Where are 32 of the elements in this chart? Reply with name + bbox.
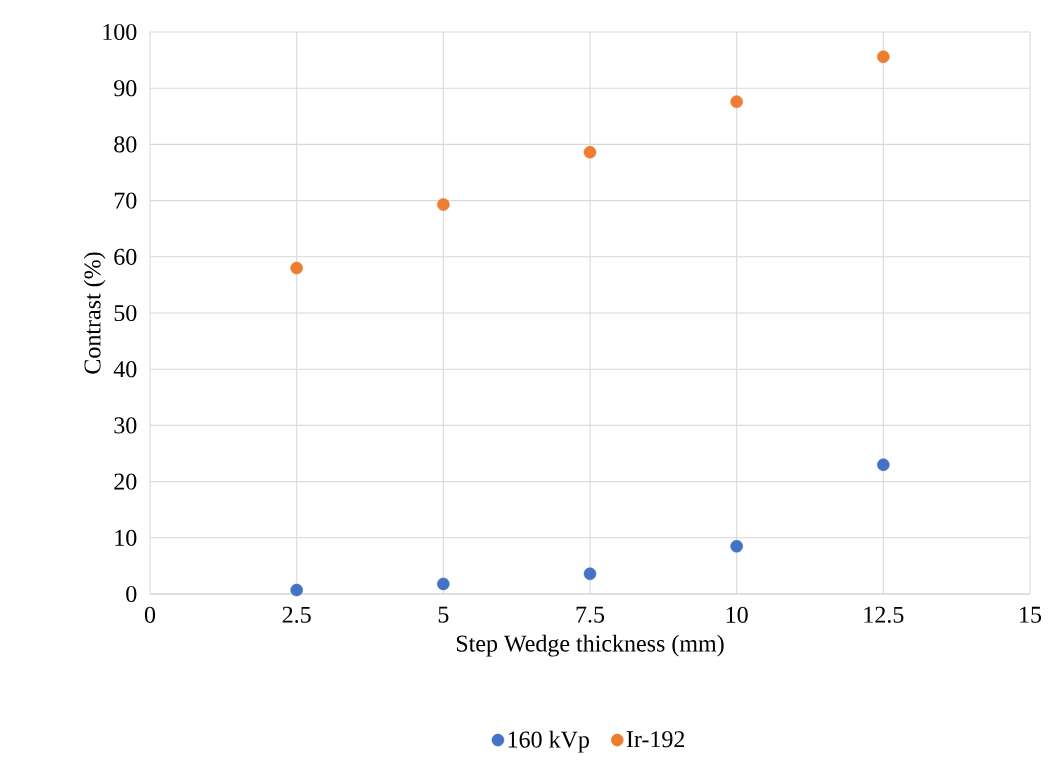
point — [730, 539, 743, 553]
y-tick-label: 100 — [103, 23, 137, 41]
y-tick-label: 60 — [114, 248, 137, 265]
x-tick-label: 2.5 — [282, 606, 311, 623]
y-tick-label: 90 — [114, 80, 137, 97]
point — [290, 261, 303, 275]
point — [877, 458, 890, 472]
y-tick-label: 10 — [115, 529, 137, 546]
point — [877, 50, 890, 63]
x-tick-label: 0 — [144, 606, 156, 623]
point — [437, 198, 450, 211]
x-tick-label: 12.5 — [864, 606, 904, 623]
y-tick-label: 70 — [114, 192, 137, 209]
point — [583, 567, 597, 581]
x-tick-label: 7.5 — [576, 606, 605, 623]
x-axis-title: Step Wedge thickness (mm) — [456, 634, 724, 657]
y-tick-label: 0 — [126, 585, 137, 603]
y-tick-label: 40 — [113, 361, 137, 378]
point — [290, 583, 303, 597]
point — [437, 577, 450, 591]
y-axis-title: Contrast (%) — [83, 252, 106, 374]
x-tick-label: 10 — [726, 606, 748, 623]
y-tick-label: 20 — [114, 473, 137, 490]
legend-label: 160 kVp — [508, 730, 589, 753]
point — [730, 95, 743, 108]
x-tick-label: 5 — [438, 606, 449, 623]
y-tick-label: 50 — [114, 304, 137, 322]
y-tick-label: 30 — [114, 417, 137, 434]
point — [583, 146, 597, 159]
legend-label: Ir-192 — [626, 731, 685, 748]
y-tick-label: 80 — [114, 136, 137, 153]
x-tick-label: 15 — [1020, 606, 1042, 623]
